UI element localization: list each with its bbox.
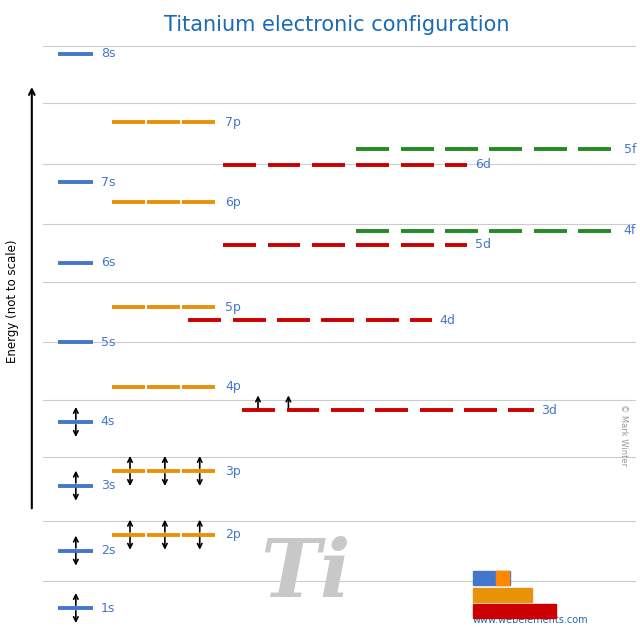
- Text: 4d: 4d: [440, 314, 456, 326]
- Text: 8s: 8s: [101, 47, 115, 60]
- Text: www.webelements.com: www.webelements.com: [473, 614, 588, 625]
- Text: 2s: 2s: [101, 544, 115, 557]
- Text: 2p: 2p: [225, 528, 241, 541]
- Text: Titanium electronic configuration: Titanium electronic configuration: [164, 15, 510, 35]
- Text: 3d: 3d: [541, 404, 557, 417]
- Text: 4s: 4s: [101, 415, 115, 428]
- Bar: [496, 571, 509, 585]
- Bar: [474, 588, 532, 602]
- Text: 4p: 4p: [225, 380, 241, 394]
- Text: 5f: 5f: [623, 143, 636, 156]
- Text: 7s: 7s: [101, 176, 115, 189]
- Text: 7p: 7p: [225, 116, 241, 129]
- Text: 5p: 5p: [225, 301, 241, 314]
- Text: 6d: 6d: [475, 158, 491, 171]
- Text: 5d: 5d: [475, 238, 491, 252]
- Text: 6p: 6p: [225, 196, 241, 209]
- Text: 6s: 6s: [101, 256, 115, 269]
- Text: 5s: 5s: [101, 336, 115, 349]
- Text: Ti: Ti: [260, 536, 351, 614]
- Text: © Mark Winter: © Mark Winter: [619, 404, 628, 466]
- Text: 3p: 3p: [225, 465, 241, 477]
- Text: Energy (not to scale): Energy (not to scale): [6, 239, 19, 363]
- Bar: [474, 604, 556, 618]
- Text: 3s: 3s: [101, 479, 115, 492]
- Bar: [474, 571, 510, 585]
- Text: 1s: 1s: [101, 602, 115, 614]
- Text: 4f: 4f: [623, 224, 636, 237]
